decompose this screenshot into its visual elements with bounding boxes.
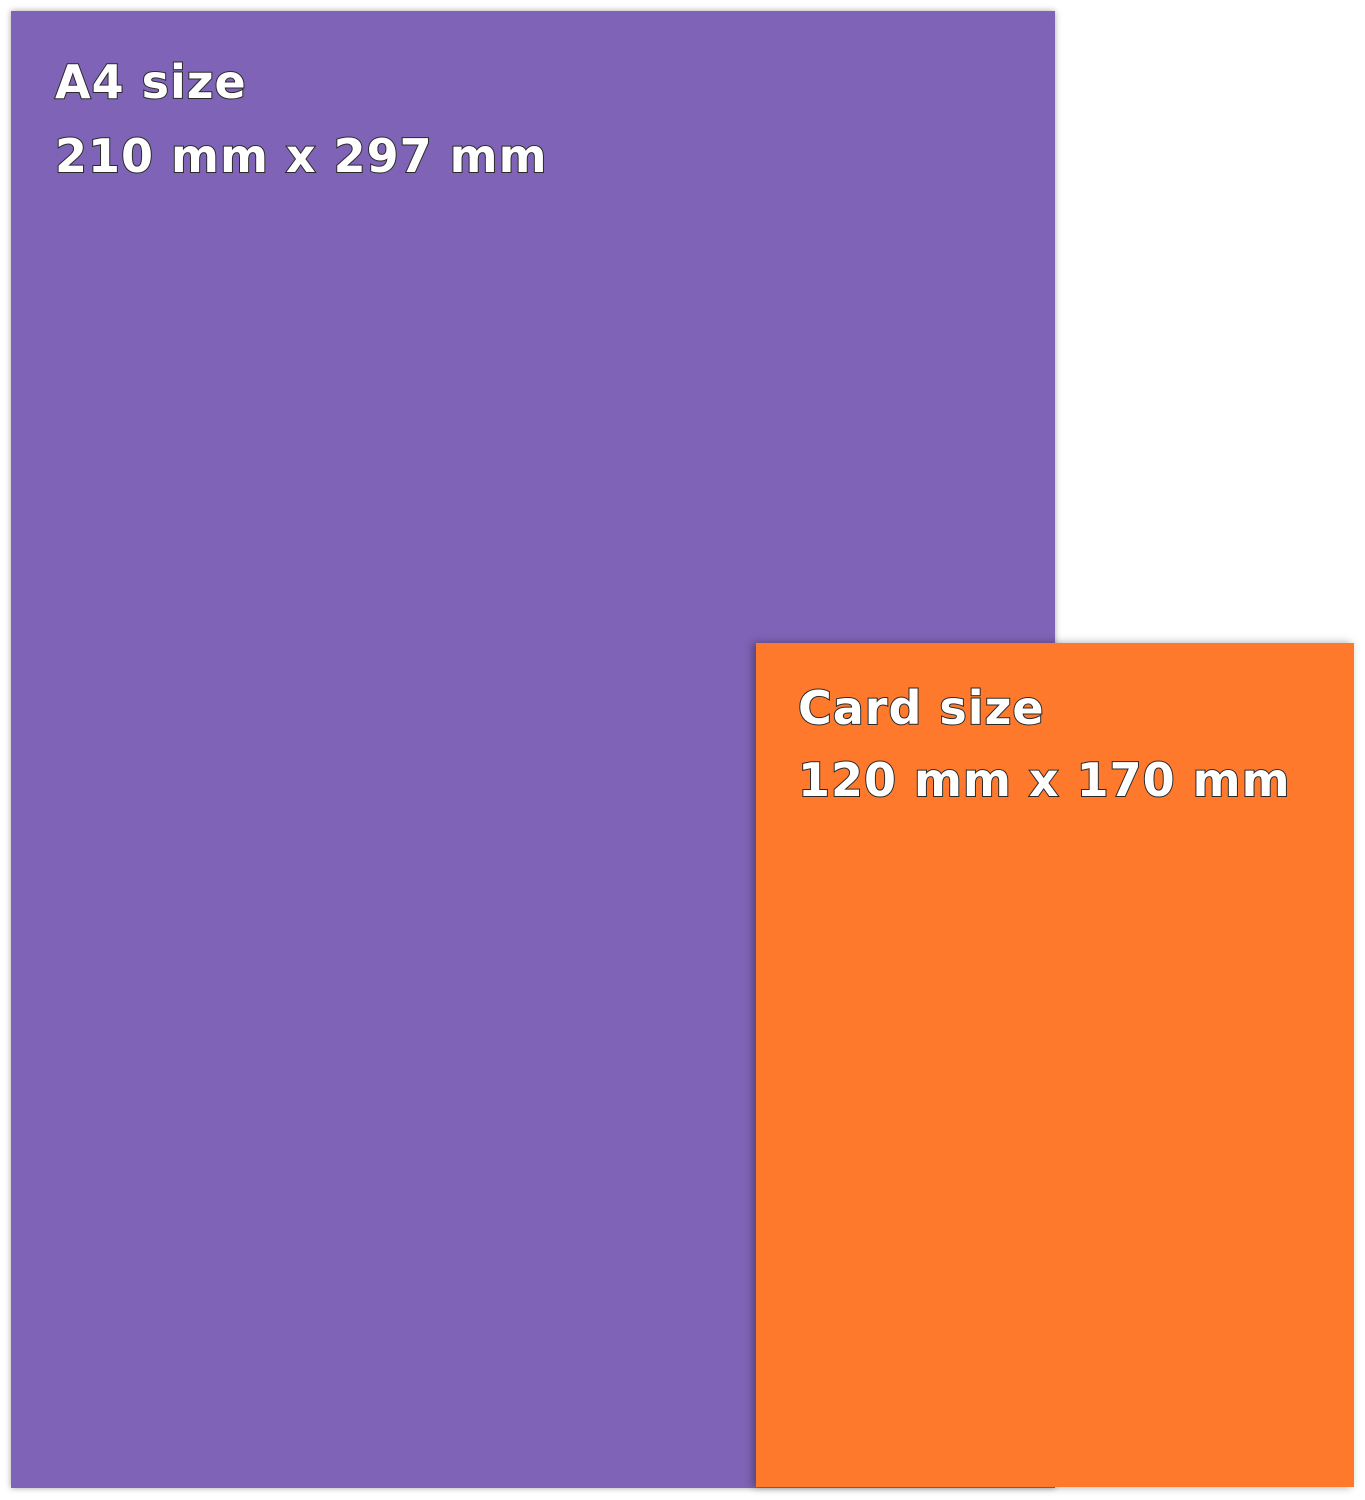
card-title: Card size: [797, 680, 1045, 736]
a4-dimensions: 210 mm x 297 mm: [54, 128, 548, 184]
card-sheet: Card size 120 mm x 170 mm: [756, 643, 1354, 1487]
a4-title: A4 size: [54, 54, 247, 110]
card-dimensions: 120 mm x 170 mm: [797, 752, 1291, 808]
